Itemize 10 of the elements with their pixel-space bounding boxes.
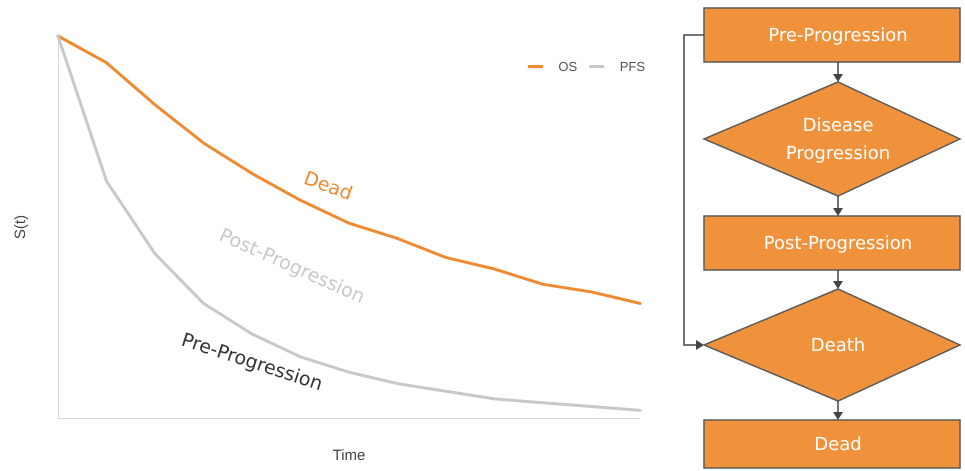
text: Disease Progression <box>786 115 890 164</box>
legend-label: OS <box>558 59 578 74</box>
y-axis-title: S(t) <box>12 214 29 240</box>
x-axis-title: Time <box>332 447 366 464</box>
text: Post-Progression <box>764 233 912 254</box>
text: Dead <box>814 434 862 455</box>
annotation: Dead <box>300 167 356 205</box>
legend-label: PFS <box>620 59 646 74</box>
text: Death <box>810 335 866 356</box>
text: Pre-Progression <box>768 25 908 46</box>
